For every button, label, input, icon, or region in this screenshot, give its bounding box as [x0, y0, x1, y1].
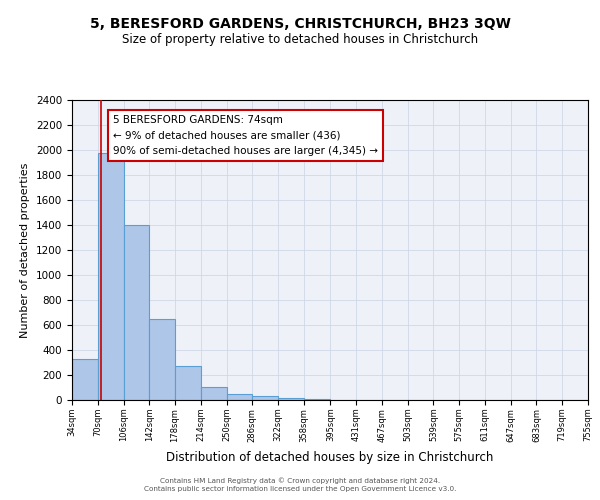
- Y-axis label: Number of detached properties: Number of detached properties: [20, 162, 31, 338]
- Bar: [278, 398, 304, 400]
- Bar: [72, 360, 98, 400]
- Text: 5, BERESFORD GARDENS, CHRISTCHURCH, BH23 3QW: 5, BERESFORD GARDENS, CHRISTCHURCH, BH23…: [89, 18, 511, 32]
- Bar: [201, 387, 227, 400]
- Bar: [227, 394, 253, 400]
- Text: Size of property relative to detached houses in Christchurch: Size of property relative to detached ho…: [122, 32, 478, 46]
- Text: Contains HM Land Registry data © Crown copyright and database right 2024.
Contai: Contains HM Land Registry data © Crown c…: [144, 478, 456, 492]
- Bar: [124, 225, 149, 400]
- Bar: [175, 366, 201, 400]
- Text: Distribution of detached houses by size in Christchurch: Distribution of detached houses by size …: [166, 451, 494, 464]
- Text: 5 BERESFORD GARDENS: 74sqm
← 9% of detached houses are smaller (436)
90% of semi: 5 BERESFORD GARDENS: 74sqm ← 9% of detac…: [113, 115, 378, 156]
- Bar: [98, 153, 124, 400]
- Bar: [149, 319, 175, 400]
- Bar: [253, 396, 278, 400]
